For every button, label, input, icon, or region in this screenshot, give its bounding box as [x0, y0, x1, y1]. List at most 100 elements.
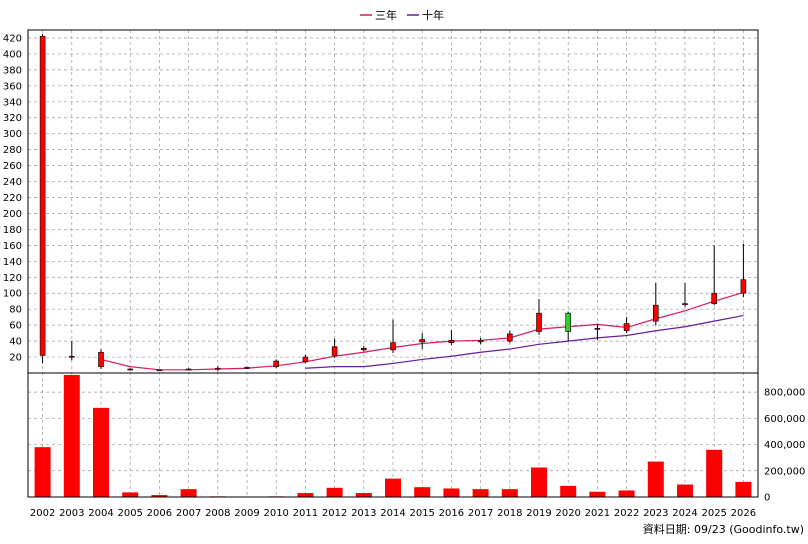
x-tick-label: 2025	[701, 508, 726, 519]
price-tick-label: 20	[9, 353, 22, 364]
x-tick-label: 2020	[555, 508, 580, 519]
price-tick-label: 320	[3, 113, 22, 124]
volume-bar	[619, 490, 635, 497]
volume-bar	[502, 489, 518, 497]
price-tick-label: 220	[3, 193, 22, 204]
volume-bar	[181, 489, 197, 497]
price-tick-label: 240	[3, 177, 22, 188]
volume-bar	[297, 493, 313, 497]
candle-body	[274, 361, 279, 367]
volume-bar	[327, 488, 343, 497]
price-axis: 2040608010012014016018020022024026028030…	[3, 33, 22, 363]
x-tick-label: 2003	[59, 508, 84, 519]
price-tick-label: 40	[9, 337, 22, 348]
price-tick-label: 360	[3, 81, 22, 92]
candle-body	[128, 369, 133, 370]
candle-body	[595, 328, 600, 329]
volume-bar	[443, 488, 459, 497]
x-tick-label: 2004	[88, 508, 113, 519]
price-tick-label: 180	[3, 225, 22, 236]
candle-body	[478, 340, 483, 342]
candle-body	[332, 347, 337, 356]
volume-bar	[560, 486, 576, 497]
legend: 三年 十年	[360, 8, 444, 22]
x-tick-label: 2015	[409, 508, 434, 519]
volume-bar	[385, 479, 401, 497]
grid	[28, 30, 758, 497]
candle-body	[507, 334, 512, 341]
volume-bar	[473, 489, 489, 497]
volume-bar	[64, 375, 80, 497]
candle-body	[40, 36, 45, 355]
x-tick-label: 2018	[497, 508, 522, 519]
volume-bars	[35, 375, 752, 497]
x-tick-label: 2011	[293, 508, 318, 519]
x-tick-label: 2024	[672, 508, 697, 519]
x-tick-label: 2013	[351, 508, 376, 519]
candle-body	[361, 348, 366, 350]
candle-body	[653, 305, 658, 321]
price-tick-label: 400	[3, 49, 22, 60]
candle-body	[99, 352, 104, 366]
candle-body	[712, 293, 717, 303]
candle-body	[215, 368, 220, 369]
volume-tick-label: 200,000	[764, 466, 805, 477]
x-tick-label: 2002	[30, 508, 55, 519]
x-tick-label: 2007	[176, 508, 201, 519]
candle-body	[303, 357, 308, 362]
x-tick-label: 2014	[380, 508, 405, 519]
price-tick-label: 100	[3, 289, 22, 300]
x-tick-label: 2021	[585, 508, 610, 519]
volume-bar	[677, 485, 693, 497]
candle-body	[537, 313, 542, 331]
volume-bar	[531, 468, 547, 498]
price-tick-label: 60	[9, 321, 22, 332]
x-tick-label: 2022	[614, 508, 639, 519]
candle-body	[624, 324, 629, 331]
x-tick-label: 2010	[263, 508, 288, 519]
price-tick-label: 380	[3, 65, 22, 76]
x-tick-label: 2005	[117, 508, 142, 519]
price-tick-label: 280	[3, 145, 22, 156]
price-tick-label: 80	[9, 305, 22, 316]
candle-body	[566, 313, 571, 331]
volume-tick-label: 400,000	[764, 440, 805, 451]
ma-10y-line	[305, 316, 743, 369]
volume-bar	[589, 492, 605, 497]
volume-bar	[356, 493, 372, 497]
volume-bar	[648, 462, 664, 497]
volume-bar	[35, 447, 51, 497]
x-tick-label: 2023	[643, 508, 668, 519]
candle-body	[157, 370, 162, 371]
candle-body	[69, 356, 74, 357]
footer-source: 資料日期: 09/23 (Goodinfo.tw)	[643, 522, 804, 536]
x-tick-label: 2012	[322, 508, 347, 519]
legend-10y-label: 十年	[422, 8, 444, 22]
price-tick-label: 300	[3, 129, 22, 140]
price-tick-label: 120	[3, 273, 22, 284]
candle-body	[449, 340, 454, 342]
price-tick-label: 420	[3, 33, 22, 44]
candle-body	[741, 280, 746, 294]
candle-body	[245, 367, 250, 368]
price-tick-label: 140	[3, 257, 22, 268]
x-tick-label: 2006	[147, 508, 172, 519]
x-tick-label: 2017	[468, 508, 493, 519]
volume-bar	[735, 482, 751, 497]
volume-bar	[93, 408, 109, 497]
x-tick-label: 2026	[731, 508, 756, 519]
price-tick-label: 260	[3, 161, 22, 172]
volume-bar	[706, 450, 722, 497]
volume-tick-label: 0	[764, 493, 770, 504]
candle-body	[420, 339, 425, 341]
price-tick-label: 200	[3, 209, 22, 220]
candle-body	[186, 369, 191, 370]
x-tick-label: 2019	[526, 508, 551, 519]
volume-bar	[122, 492, 138, 497]
price-tick-label: 340	[3, 97, 22, 108]
candle-body	[391, 343, 396, 350]
